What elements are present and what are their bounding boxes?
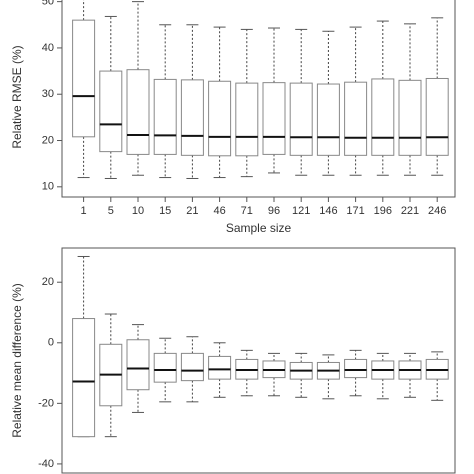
- y-tick-label: 30: [42, 88, 54, 100]
- y-axis-title: Relative RMSE (%): [10, 45, 24, 148]
- box: [344, 358, 368, 379]
- box: [425, 77, 449, 156]
- box: [72, 19, 96, 138]
- x-tick-label: 71: [241, 205, 253, 217]
- box: [208, 355, 232, 380]
- y-tick-label: 0: [48, 337, 54, 349]
- x-tick-label: 15: [159, 205, 171, 217]
- plot-frame: [61, 0, 456, 198]
- box: [208, 80, 232, 157]
- box: [153, 352, 177, 383]
- box: [371, 78, 395, 156]
- x-tick-label: 146: [319, 205, 337, 217]
- y-tick-label: 10: [42, 181, 54, 193]
- box: [235, 82, 259, 157]
- x-tick-label: 121: [292, 205, 310, 217]
- y-axis-title: Relative mean difference (%): [10, 283, 24, 438]
- box: [153, 78, 177, 155]
- x-tick-label: 10: [132, 205, 144, 217]
- y-tick-label: 50: [42, 0, 54, 8]
- x-tick-label: 196: [374, 205, 392, 217]
- x-tick-label: 246: [428, 205, 446, 217]
- box: [99, 70, 123, 153]
- y-tick-label: 20: [42, 276, 54, 288]
- x-tick-label: 5: [108, 205, 114, 217]
- plot-frame: [61, 247, 456, 474]
- box: [180, 352, 204, 382]
- y-tick-label: 40: [42, 42, 54, 54]
- box: [72, 318, 96, 438]
- x-tick-label: 46: [213, 205, 225, 217]
- box: [126, 339, 150, 391]
- x-tick-label: 96: [268, 205, 280, 217]
- x-axis-title: Sample size: [226, 221, 292, 235]
- box: [398, 79, 422, 156]
- box: [262, 82, 286, 155]
- x-tick-label: 21: [186, 205, 198, 217]
- x-tick-label: 171: [346, 205, 364, 217]
- y-tick-label: -20: [38, 397, 54, 409]
- box: [316, 83, 340, 156]
- box: [289, 82, 313, 156]
- x-tick-label: 221: [401, 205, 419, 217]
- x-tick-label: 1: [81, 205, 87, 217]
- y-tick-label: 20: [42, 134, 54, 146]
- y-tick-label: -40: [38, 458, 54, 470]
- box: [344, 81, 368, 156]
- box: [126, 69, 150, 155]
- box: [180, 79, 204, 156]
